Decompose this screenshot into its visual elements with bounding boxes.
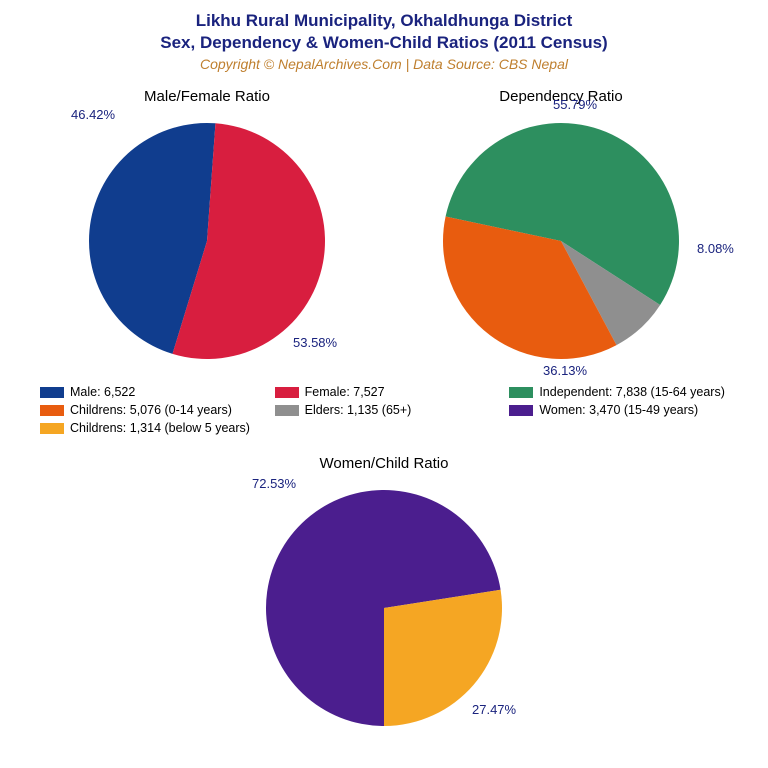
- subtitle: Copyright © NepalArchives.Com | Data Sou…: [0, 56, 768, 72]
- legend-swatch: [40, 405, 64, 416]
- legend-swatch: [40, 423, 64, 434]
- legend: Male: 6,522 Female: 7,527 Independent: 7,8…: [0, 371, 768, 435]
- chart-title: Male/Female Ratio: [37, 88, 377, 105]
- legend-swatch: [275, 387, 299, 398]
- legend-item: Women: 3,470 (15-49 years): [509, 403, 728, 417]
- bottom-chart-row: Women/Child Ratio 72.53% 27.47%: [0, 435, 768, 738]
- page-title: Likhu Rural Municipality, Okhaldhunga Di…: [0, 10, 768, 54]
- chart-title: Women/Child Ratio: [214, 455, 554, 472]
- pie-label: 8.08%: [697, 241, 734, 256]
- legend-item: Childrens: 1,314 (below 5 years): [40, 421, 259, 435]
- title-line-2: Sex, Dependency & Women-Child Ratios (20…: [160, 33, 607, 52]
- legend-text: Childrens: 1,314 (below 5 years): [70, 421, 250, 435]
- women-child-pie: 72.53% 27.47%: [254, 478, 514, 738]
- legend-text: Childrens: 5,076 (0-14 years): [70, 403, 232, 417]
- male-female-pie: 46.42%53.58%: [77, 111, 337, 371]
- pie-label: 55.79%: [553, 97, 597, 112]
- male-female-chart-block: Male/Female Ratio 46.42%53.58%: [37, 88, 377, 371]
- pie-label: 72.53%: [252, 476, 296, 491]
- women-child-chart-block: Women/Child Ratio 72.53% 27.47%: [214, 455, 554, 738]
- legend-text: Female: 7,527: [305, 385, 385, 399]
- pie-label: 53.58%: [293, 335, 337, 350]
- header: Likhu Rural Municipality, Okhaldhunga Di…: [0, 0, 768, 76]
- dependency-pie: 55.79%8.08%36.13%: [431, 111, 691, 371]
- legend-swatch: [509, 405, 533, 416]
- pie-label: 36.13%: [543, 363, 587, 378]
- legend-text: Elders: 1,135 (65+): [305, 403, 412, 417]
- legend-swatch: [509, 387, 533, 398]
- legend-item: Female: 7,527: [275, 385, 494, 399]
- legend-text: Male: 6,522: [70, 385, 135, 399]
- pie-label: 27.47%: [472, 702, 516, 717]
- top-charts-row: Male/Female Ratio 46.42%53.58% Dependenc…: [0, 76, 768, 371]
- title-line-1: Likhu Rural Municipality, Okhaldhunga Di…: [196, 11, 573, 30]
- legend-item: Elders: 1,135 (65+): [275, 403, 494, 417]
- legend-text: Independent: 7,838 (15-64 years): [539, 385, 725, 399]
- dependency-chart-block: Dependency Ratio 55.79%8.08%36.13%: [391, 88, 731, 371]
- legend-text: Women: 3,470 (15-49 years): [539, 403, 698, 417]
- legend-item: Independent: 7,838 (15-64 years): [509, 385, 728, 399]
- legend-item: Childrens: 5,076 (0-14 years): [40, 403, 259, 417]
- legend-swatch: [40, 387, 64, 398]
- pie-label: 46.42%: [71, 107, 115, 122]
- legend-item: Male: 6,522: [40, 385, 259, 399]
- legend-swatch: [275, 405, 299, 416]
